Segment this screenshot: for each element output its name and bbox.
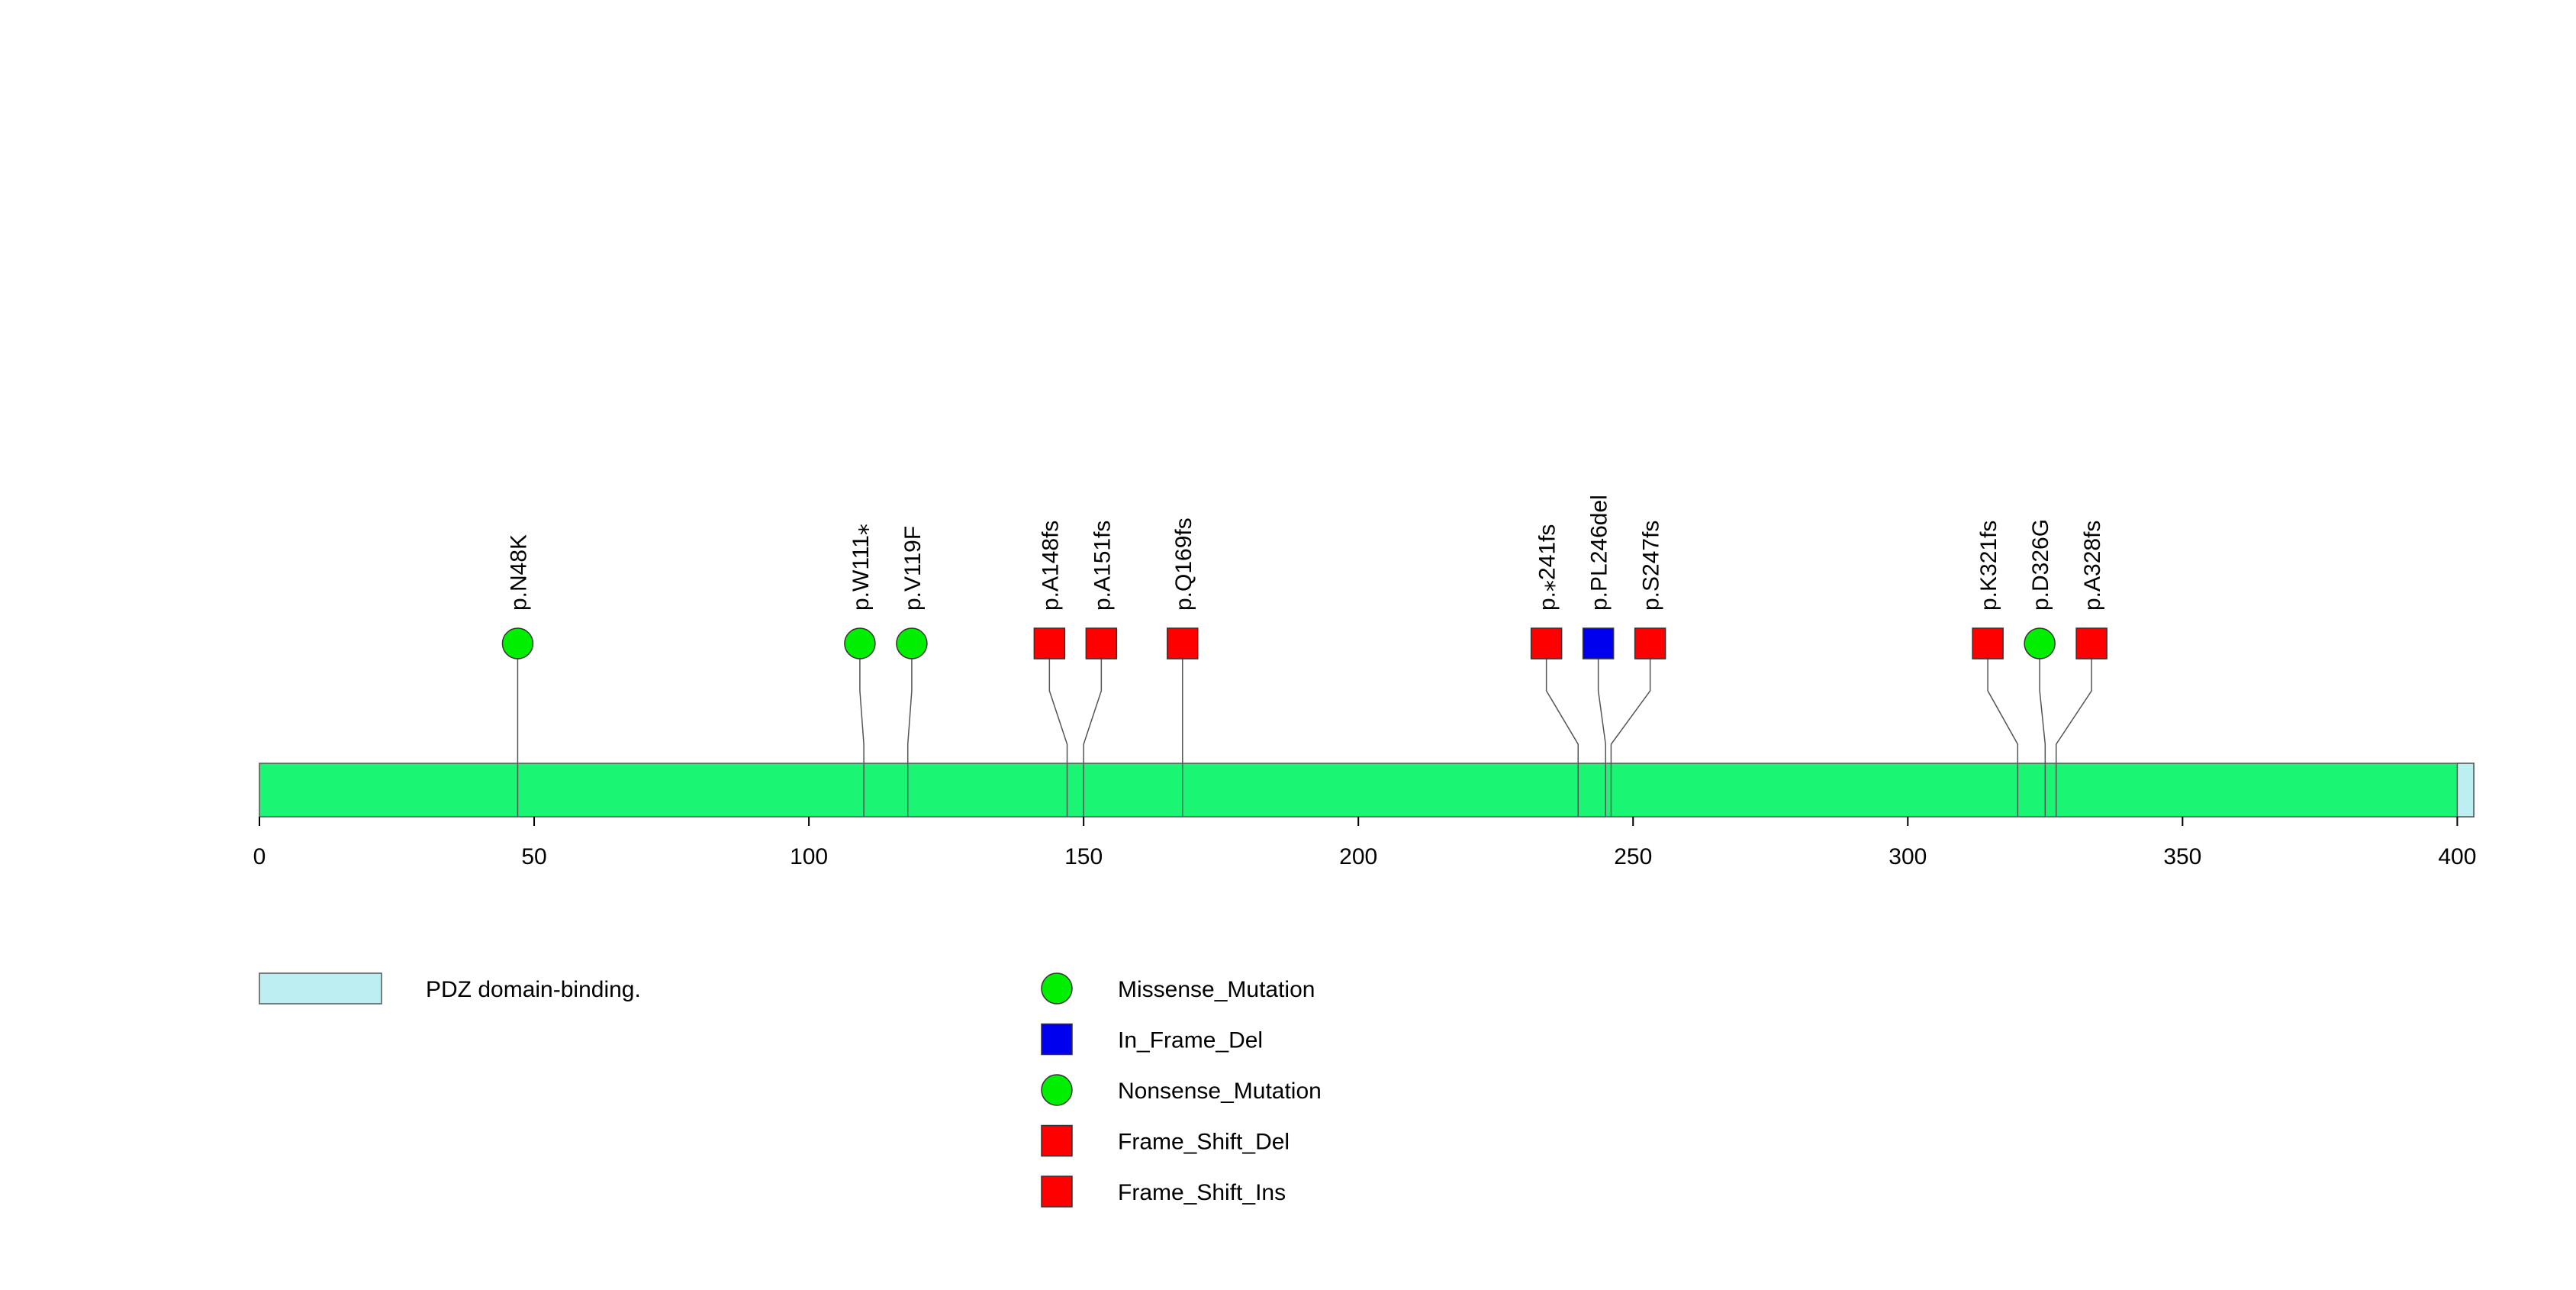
- mutation-marker-2: [896, 627, 928, 660]
- mutation-stem-11: [2055, 643, 2092, 817]
- mutation-marker-5: [1167, 627, 1199, 660]
- mutation-label-1: p.W111⁎: [848, 524, 874, 611]
- mutation-stem-7: [1597, 643, 1606, 817]
- mutation-label-5: p.Q169fs: [1171, 518, 1196, 611]
- legend-mutation-swatch-2: [1041, 1074, 1073, 1106]
- mutation-label-11: p.A328fs: [2080, 521, 2105, 611]
- mutation-label-7: p.PL246del: [1587, 495, 1612, 611]
- mutation-marker-7: [1582, 627, 1615, 660]
- x-tick-label-3: 150: [1064, 844, 1103, 869]
- legend-domain-label-0: PDZ domain-binding.: [426, 977, 641, 1002]
- domain-0: [2456, 763, 2475, 818]
- protein-backbone: [259, 763, 2475, 818]
- mutation-stem-8: [1610, 643, 1651, 817]
- mutation-stem-3: [1048, 643, 1068, 817]
- mutation-label-2: p.V119F: [900, 526, 926, 611]
- x-tick-label-2: 100: [790, 844, 828, 869]
- legend-mutation-label-2: Nonsense_Mutation: [1118, 1079, 1322, 1104]
- legend-mutation-swatch-3: [1041, 1124, 1073, 1157]
- x-tick-label-7: 350: [2163, 844, 2201, 869]
- mutation-label-3: p.A148fs: [1038, 521, 1063, 611]
- mutation-stem-1: [859, 643, 865, 817]
- legend-mutation-swatch-0: [1041, 972, 1073, 1005]
- legend-mutation-label-4: Frame_Shift_Ins: [1118, 1180, 1286, 1205]
- legend-mutation-label-0: Missense_Mutation: [1118, 977, 1315, 1002]
- mutation-stem-2: [906, 643, 913, 817]
- mutation-marker-8: [1634, 627, 1666, 660]
- mutation-stem-6: [1545, 643, 1579, 817]
- mutation-stem-4: [1083, 643, 1103, 817]
- mutation-stem-10: [2039, 643, 2046, 817]
- mutation-label-4: p.A151fs: [1090, 521, 1115, 611]
- legend-mutation-label-3: Frame_Shift_Del: [1118, 1130, 1290, 1155]
- legend-mutation-label-1: In_Frame_Del: [1118, 1028, 1263, 1053]
- mutation-marker-6: [1530, 627, 1563, 660]
- x-tick-label-5: 250: [1614, 844, 1652, 869]
- mutation-marker-9: [1972, 627, 2004, 660]
- mutation-marker-3: [1033, 627, 1066, 660]
- mutation-marker-4: [1085, 627, 1118, 660]
- mutation-label-9: p.K321fs: [1976, 521, 2001, 611]
- mutation-label-6: p.⁎241fs: [1535, 524, 1560, 611]
- legend-mutation-swatch-4: [1041, 1176, 1073, 1208]
- x-tick-label-4: 200: [1339, 844, 1377, 869]
- mutation-label-10: p.D326G: [2028, 519, 2053, 611]
- legend-domain-swatch-0: [259, 972, 382, 1005]
- mutation-marker-11: [2075, 627, 2107, 660]
- mutation-stem-9: [1987, 643, 2019, 817]
- mutation-label-0: p.N48K: [506, 534, 531, 611]
- legend-mutation-swatch-1: [1041, 1023, 1073, 1056]
- mutation-label-8: p.S247fs: [1639, 521, 1664, 611]
- x-tick-label-1: 50: [521, 844, 546, 869]
- x-tick-label-0: 0: [253, 844, 266, 869]
- mutation-marker-0: [501, 627, 534, 660]
- x-tick-label-8: 400: [2438, 844, 2476, 869]
- x-tick-label-6: 300: [1889, 844, 1927, 869]
- mutation-marker-1: [844, 627, 876, 660]
- mutation-marker-10: [2024, 627, 2056, 660]
